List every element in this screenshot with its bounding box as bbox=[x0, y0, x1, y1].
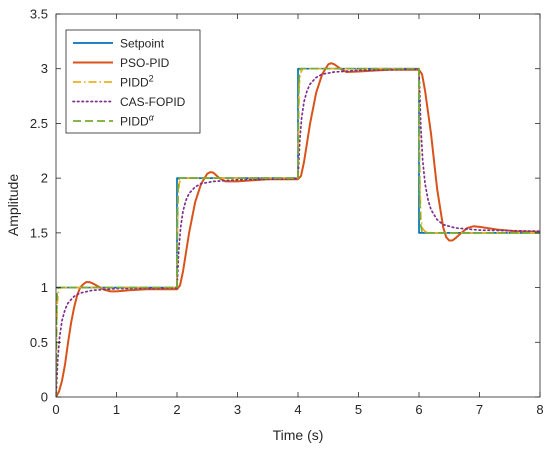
y-tick-label: 2.5 bbox=[30, 116, 48, 131]
series-line-1 bbox=[56, 62, 540, 397]
y-tick-label: 1.5 bbox=[30, 225, 48, 240]
legend-label-2: PIDD2 bbox=[120, 73, 154, 89]
x-tick-label: 0 bbox=[52, 402, 59, 417]
y-tick-label: 0 bbox=[41, 390, 48, 405]
x-tick-label: 2 bbox=[173, 402, 180, 417]
x-tick-label: 7 bbox=[476, 402, 483, 417]
series-layer bbox=[56, 62, 540, 397]
y-tick-label: 2 bbox=[41, 171, 48, 186]
legend-label-0: Setpoint bbox=[120, 36, 165, 50]
series-line-3 bbox=[56, 68, 540, 397]
ticks-layer: 0 1 2 3 4 5 6 7 8 0 0.5 1 1.5 2 2.5 3 3.5 bbox=[30, 7, 544, 418]
y-tick-label: 3 bbox=[41, 61, 48, 76]
legend-box bbox=[65, 29, 201, 134]
legend-label-4: PIDDα bbox=[120, 112, 155, 128]
x-axis-label: Time (s) bbox=[273, 427, 324, 443]
series-line-4 bbox=[56, 67, 540, 397]
legend: Setpoint PSO-PID PIDD2 CAS-FOPID PIDDα bbox=[65, 29, 201, 134]
x-tick-label: 4 bbox=[294, 402, 301, 417]
x-tick-label: 1 bbox=[113, 402, 120, 417]
y-tick-label: 3.5 bbox=[30, 7, 48, 22]
y-axis-label: Amplitude bbox=[5, 174, 21, 236]
x-tick-label: 8 bbox=[536, 402, 543, 417]
legend-label-1: PSO-PID bbox=[120, 56, 170, 70]
y-tick-label: 0.5 bbox=[30, 335, 48, 350]
y-tick-label: 1 bbox=[41, 280, 48, 295]
x-tick-label: 5 bbox=[355, 402, 362, 417]
x-tick-label: 6 bbox=[415, 402, 422, 417]
x-tick-label: 3 bbox=[234, 402, 241, 417]
legend-label-3: CAS-FOPID bbox=[120, 95, 186, 109]
